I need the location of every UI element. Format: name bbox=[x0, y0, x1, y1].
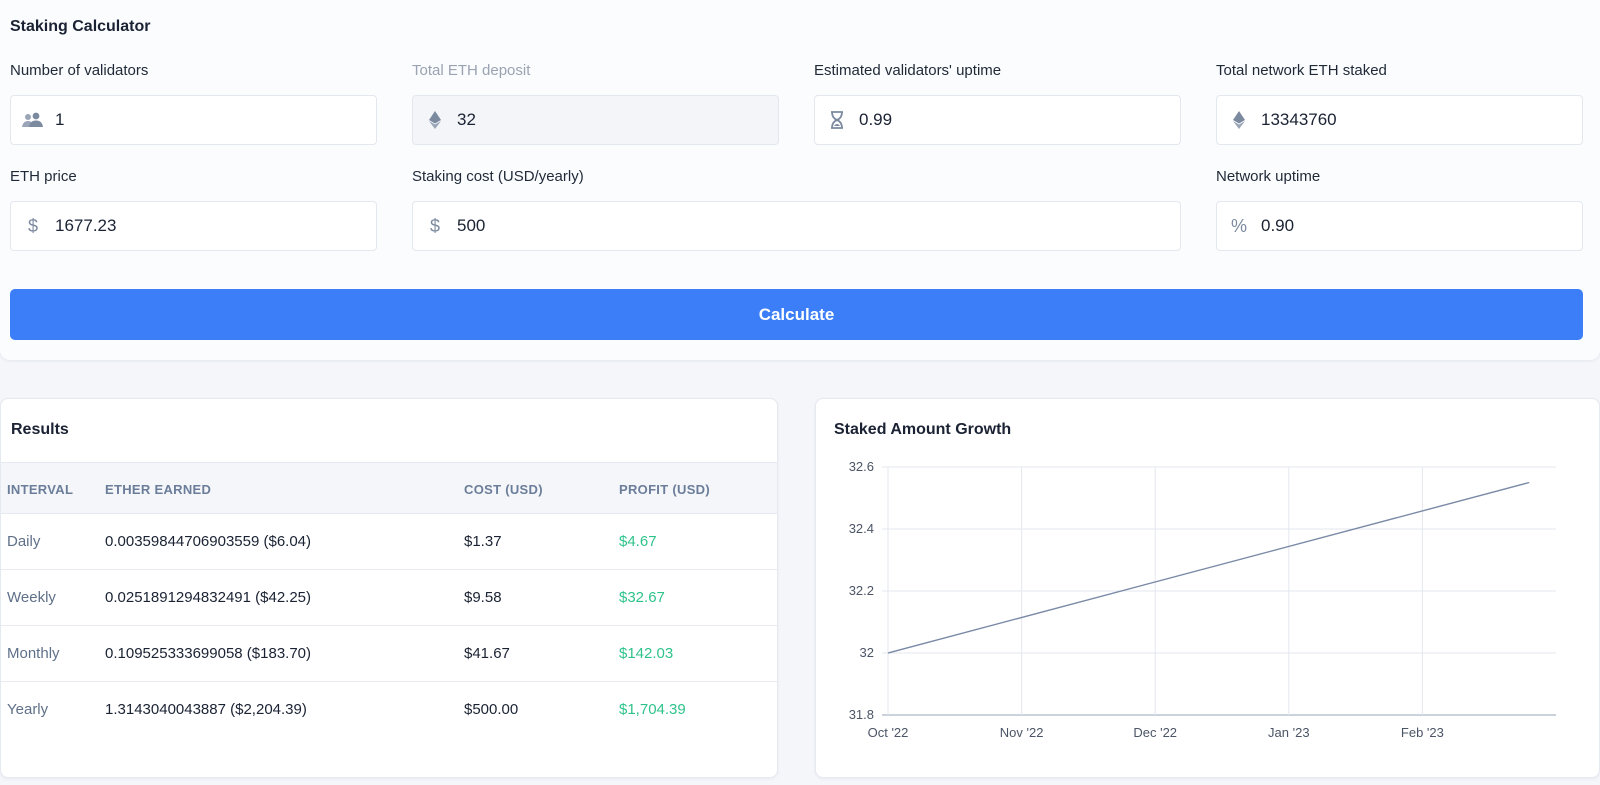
staking-cost-label: Staking cost (USD/yearly) bbox=[412, 168, 584, 185]
calculator-title: Staking Calculator bbox=[10, 18, 151, 35]
header-profit: PROFIT (USD) bbox=[619, 482, 710, 497]
uptime-field[interactable] bbox=[814, 95, 1181, 145]
results-table-header: INTERVAL ETHER EARNED COST (USD) PROFIT … bbox=[1, 462, 777, 514]
network-uptime-label: Network uptime bbox=[1216, 168, 1321, 185]
ethereum-icon bbox=[1217, 96, 1261, 144]
dollar-icon: $ bbox=[27, 215, 38, 236]
chart-title: Staked Amount Growth bbox=[834, 421, 1012, 438]
eth-price-field[interactable]: $ bbox=[10, 201, 377, 251]
series-line bbox=[887, 481, 1530, 654]
cell-ether: 1.3143040043887 ($2,204.39) bbox=[105, 701, 307, 718]
y-tick-label: 32.6 bbox=[849, 459, 874, 474]
cell-ether: 0.0251891294832491 ($42.25) bbox=[105, 589, 312, 606]
header-interval: INTERVAL bbox=[7, 482, 74, 497]
cell-interval: Yearly bbox=[7, 701, 49, 718]
staking-calculator-card: Staking Calculator Number of validators … bbox=[0, 0, 1600, 360]
header-ether-earned: ETHER EARNED bbox=[105, 482, 212, 497]
cell-cost: $41.67 bbox=[464, 645, 510, 662]
cell-cost: $1.37 bbox=[464, 533, 502, 550]
deposit-input bbox=[457, 96, 778, 144]
x-tick-label: Oct '22 bbox=[868, 725, 909, 740]
x-tick-label: Dec '22 bbox=[1133, 725, 1177, 740]
hourglass-icon bbox=[815, 96, 859, 144]
header-cost: COST (USD) bbox=[464, 482, 543, 497]
y-tick-label: 32.2 bbox=[849, 583, 874, 598]
eth-price-input[interactable] bbox=[55, 202, 376, 250]
x-tick-label: Feb '23 bbox=[1401, 725, 1444, 740]
x-tick-label: Nov '22 bbox=[1000, 725, 1044, 740]
results-card: Results INTERVAL ETHER EARNED COST (USD)… bbox=[0, 398, 778, 778]
network-uptime-input[interactable] bbox=[1261, 202, 1582, 250]
table-row: Monthly 0.109525333699058 ($183.70) $41.… bbox=[1, 626, 777, 682]
cell-interval: Daily bbox=[7, 533, 41, 550]
cell-profit: $1,704.39 bbox=[619, 701, 686, 718]
table-row: Weekly 0.0251891294832491 ($42.25) $9.58… bbox=[1, 570, 777, 626]
validators-field[interactable] bbox=[10, 95, 377, 145]
network-staked-input[interactable] bbox=[1261, 96, 1582, 144]
staking-cost-field[interactable]: $ bbox=[412, 201, 1181, 251]
deposit-label: Total ETH deposit bbox=[412, 62, 531, 79]
cell-profit: $4.67 bbox=[619, 533, 657, 550]
y-tick-label: 31.8 bbox=[849, 707, 874, 722]
results-title: Results bbox=[11, 421, 69, 438]
network-staked-label: Total network ETH staked bbox=[1216, 62, 1387, 79]
y-tick-label: 32.4 bbox=[849, 521, 874, 536]
percent-icon: % bbox=[1230, 215, 1247, 236]
x-tick-label: Jan '23 bbox=[1268, 725, 1310, 740]
users-icon bbox=[11, 96, 55, 144]
deposit-field bbox=[412, 95, 779, 145]
cell-ether: 0.109525333699058 ($183.70) bbox=[105, 645, 312, 662]
cell-cost: $9.58 bbox=[464, 589, 502, 606]
dollar-icon: $ bbox=[429, 215, 440, 236]
table-row: Daily 0.00359844706903559 ($6.04) $1.37 … bbox=[1, 514, 777, 570]
staking-cost-input[interactable] bbox=[457, 202, 1180, 250]
cell-interval: Monthly bbox=[7, 645, 60, 662]
network-staked-field[interactable] bbox=[1216, 95, 1583, 145]
uptime-label: Estimated validators' uptime bbox=[814, 62, 1002, 79]
table-row: Yearly 1.3143040043887 ($2,204.39) $500.… bbox=[1, 682, 777, 738]
staked-growth-chart-card: Staked Amount Growth 31.8 32 32.2 32.4 32.6 O… bbox=[815, 398, 1600, 778]
staked-growth-chart: 31.8 32 32.2 32.4 32.6 Oct '22 Nov '22 Dec '22 J… bbox=[849, 459, 1556, 740]
validators-label: Number of validators bbox=[10, 62, 149, 79]
network-uptime-field[interactable]: % bbox=[1216, 201, 1583, 251]
cell-profit: $32.67 bbox=[619, 589, 665, 606]
cell-cost: $500.00 bbox=[464, 701, 519, 718]
calculate-button[interactable]: Calculate bbox=[10, 289, 1583, 340]
validators-input[interactable] bbox=[55, 96, 376, 144]
uptime-input[interactable] bbox=[859, 96, 1180, 144]
cell-interval: Weekly bbox=[7, 589, 56, 606]
ethereum-icon bbox=[413, 96, 457, 144]
cell-ether: 0.00359844706903559 ($6.04) bbox=[105, 533, 312, 550]
y-tick-label: 32 bbox=[860, 645, 874, 660]
cell-profit: $142.03 bbox=[619, 645, 674, 662]
eth-price-label: ETH price bbox=[10, 168, 77, 185]
